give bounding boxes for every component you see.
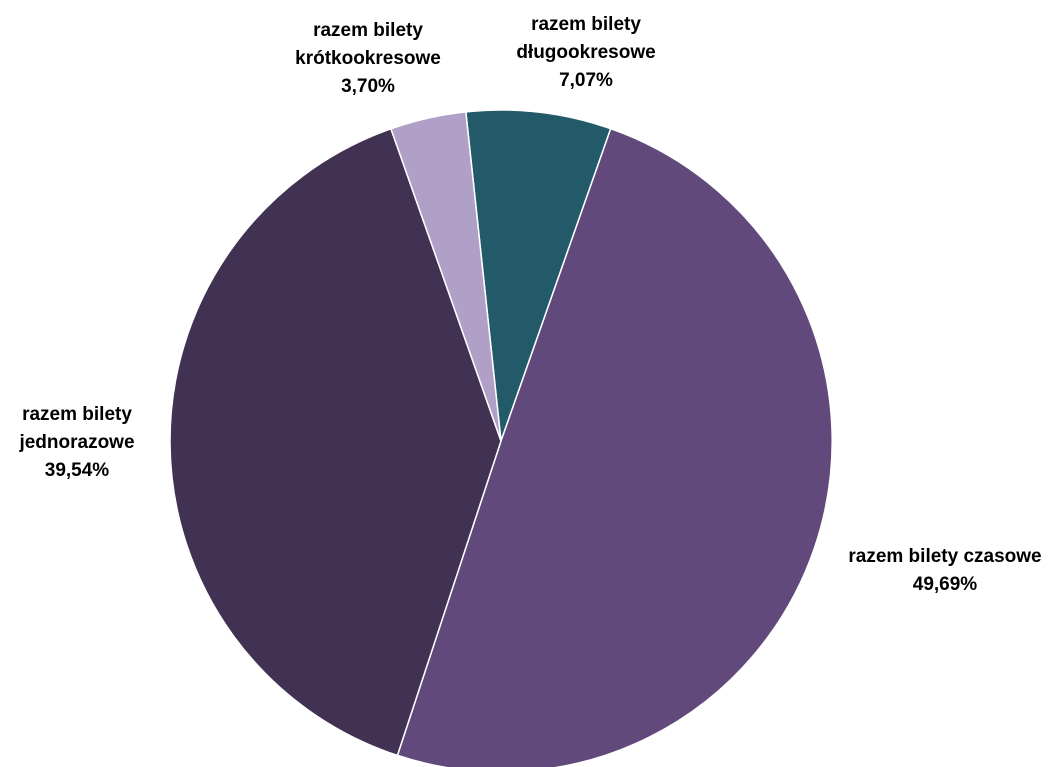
data-label-razem-bilety-czasowe: razem bilety czasowe 49,69% — [848, 546, 1041, 595]
data-label-category: razem bilety — [313, 20, 423, 41]
pie-slice-razem-bilety-czasowe — [396, 127, 833, 767]
pie-slice-razem-bilety-krotkookresowe — [389, 111, 502, 442]
pie-slices — [169, 109, 833, 767]
data-label-value: 7,07% — [559, 70, 613, 91]
data-label-value: 39,54% — [45, 460, 110, 481]
data-label-value: 3,70% — [341, 76, 395, 97]
data-label-category: razem bilety — [22, 404, 132, 425]
pie-slice-razem-bilety-dlugookresowe — [465, 109, 612, 442]
data-label-razem-bilety-krotkookresowe: razem bilety krótkookresowe 3,70% — [295, 20, 441, 97]
data-label-value: 49,69% — [913, 574, 978, 595]
data-label-category: razem bilety czasowe — [848, 546, 1041, 567]
pie-data-labels: razem bilety długookresowe 7,07%razem bile… — [18, 14, 1041, 595]
data-label-razem-bilety-jednorazowe: razem bilety jednorazowe 39,54% — [18, 404, 134, 481]
data-label-category: razem bilety — [531, 14, 641, 35]
data-label-category: jednorazowe — [18, 432, 134, 453]
data-label-razem-bilety-dlugookresowe: razem bilety długookresowe 7,07% — [516, 14, 655, 91]
data-label-category: długookresowe — [516, 42, 655, 63]
pie-slice-razem-bilety-jednorazowe — [169, 127, 502, 757]
data-label-category: krótkookresowe — [295, 48, 441, 69]
